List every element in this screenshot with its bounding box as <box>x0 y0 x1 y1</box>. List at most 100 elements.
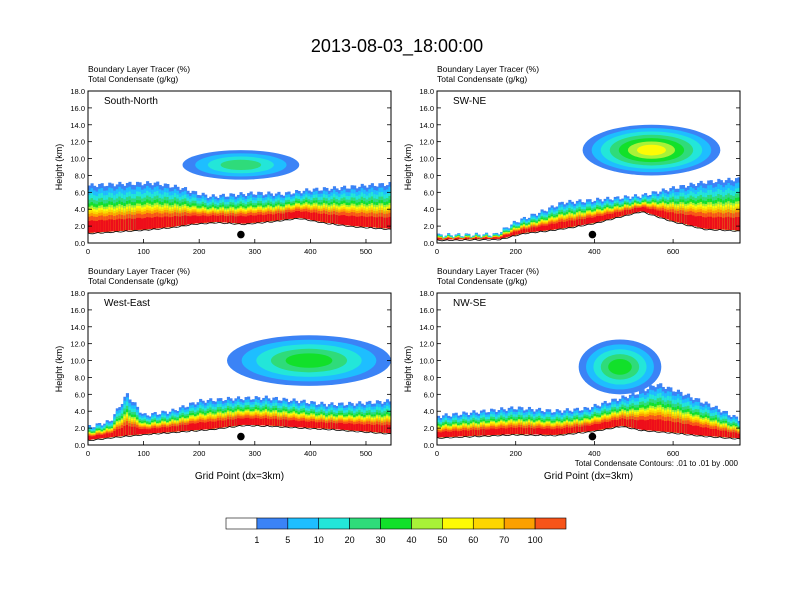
tracer-column <box>583 219 587 225</box>
tracer-column <box>510 233 514 236</box>
y-tick-label: 0.0 <box>75 239 85 248</box>
tracer-column <box>548 428 552 435</box>
tracer-column <box>495 237 499 239</box>
tracer-column <box>616 211 620 217</box>
tracer-column <box>330 422 334 429</box>
tracer-column <box>507 234 511 237</box>
tracer-column <box>209 421 213 429</box>
tracer-column <box>108 433 112 438</box>
x-tick-label: 0 <box>435 247 439 256</box>
tracer-column <box>532 428 537 435</box>
tracer-column <box>676 213 680 223</box>
tracer-column <box>93 436 97 440</box>
tracer-column <box>90 436 94 440</box>
tracer-column <box>353 215 357 227</box>
tracer-column <box>517 427 521 435</box>
tracer-column <box>128 218 132 231</box>
field-label: Total Condensate (g/kg) <box>437 74 527 84</box>
tracer-column <box>327 214 331 223</box>
tracer-column <box>307 421 311 428</box>
y-tick-label: 16.0 <box>419 104 434 113</box>
x-tick-label: 400 <box>304 247 317 256</box>
tracer-column <box>583 425 587 432</box>
tracer-column <box>254 417 258 426</box>
tracer-column <box>512 231 516 236</box>
tracer-column <box>322 422 326 429</box>
tracer-column <box>573 220 577 227</box>
tracer-column <box>93 220 97 233</box>
tracer-column <box>449 431 453 437</box>
tracer-column <box>340 215 344 225</box>
tracer-column <box>133 426 137 435</box>
tracer-column <box>704 217 708 229</box>
tracer-column <box>360 215 364 227</box>
tracer-column <box>540 225 544 231</box>
tracer-column <box>510 427 514 435</box>
tracer-column <box>502 428 506 435</box>
tracer-column <box>437 238 441 240</box>
tracer-column <box>153 427 157 434</box>
tracer-column <box>477 237 481 240</box>
tracer-column <box>588 217 592 224</box>
tracer-column <box>565 427 569 434</box>
location-marker <box>588 230 597 239</box>
tracer-column <box>343 423 347 430</box>
panel-label: SW-NE <box>453 96 486 107</box>
tracer-column <box>340 422 344 430</box>
x-tick-label: 300 <box>249 449 262 458</box>
tracer-column <box>310 212 314 220</box>
tracer-column <box>535 428 539 435</box>
y-tick-label: 2.0 <box>75 222 85 231</box>
tracer-column <box>244 216 248 224</box>
plot-area <box>437 293 740 445</box>
y-axis-label: Height (km) <box>403 144 413 191</box>
tracer-column <box>370 216 374 228</box>
y-tick-label: 4.0 <box>75 205 85 214</box>
tracer-column <box>206 216 210 223</box>
tracer-column <box>550 429 554 435</box>
tracer-column <box>120 427 124 436</box>
tracer-column <box>254 215 258 223</box>
y-tick-label: 4.0 <box>424 205 434 214</box>
tracer-column <box>555 223 559 229</box>
tracer-column <box>522 228 526 233</box>
tracer-column <box>464 430 468 437</box>
tracer-column <box>123 426 127 436</box>
tracer-column <box>442 431 446 438</box>
tracer-column <box>98 434 102 439</box>
tracer-column <box>252 418 256 426</box>
tracer-column <box>628 210 633 214</box>
plot-frame <box>87 292 392 446</box>
tracer-column <box>125 218 129 231</box>
tracer-column <box>118 428 122 437</box>
tracer-column <box>474 237 478 240</box>
tracer-column <box>259 418 263 426</box>
tracer-column <box>616 420 620 427</box>
tracer-column <box>156 428 160 433</box>
tracer-column <box>335 423 339 430</box>
tracer-column <box>457 237 461 240</box>
tracer-column <box>447 237 451 240</box>
tracer-column <box>360 424 364 432</box>
tracer-column <box>644 207 648 213</box>
tracer-column <box>664 211 668 219</box>
tracer-column <box>320 421 324 429</box>
tracer-column <box>330 214 334 224</box>
tracer-column <box>90 220 94 233</box>
y-tick-label: 14.0 <box>70 323 85 332</box>
tracer-column <box>358 423 362 431</box>
tracer-column <box>353 424 357 431</box>
tracer-column <box>171 216 175 227</box>
tracer-column <box>267 213 271 222</box>
panel-west-east: Boundary Layer Tracer (%)Total Condensat… <box>54 266 392 482</box>
tracer-column <box>130 218 135 231</box>
tracer-column <box>103 434 107 438</box>
tracer-column <box>633 207 638 213</box>
tracer-column <box>123 219 127 231</box>
tracer-column <box>267 418 271 426</box>
tracer-column <box>290 420 294 427</box>
tracer-column <box>221 215 225 223</box>
tracer-column <box>199 216 203 224</box>
tracer-column <box>641 207 645 212</box>
